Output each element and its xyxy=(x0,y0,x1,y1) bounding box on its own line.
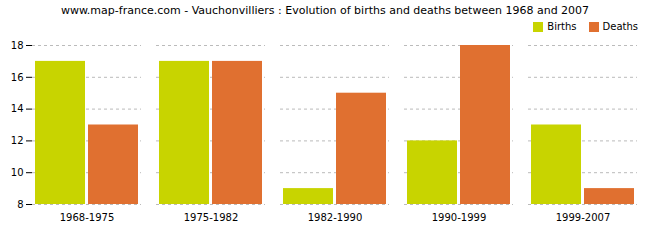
html-text:Deaths: Deaths xyxy=(602,21,638,32)
svg-text:1999-2007: 1999-2007 xyxy=(556,212,611,223)
svg-text:8: 8 xyxy=(17,199,23,210)
svg-text:1975-1982: 1975-1982 xyxy=(184,212,239,223)
svg-text:18: 18 xyxy=(11,40,24,51)
svg-text:14: 14 xyxy=(11,103,24,114)
svg-text:12: 12 xyxy=(11,135,24,146)
svg-text:1982-1990: 1982-1990 xyxy=(308,212,363,223)
svg-text:1990-1999: 1990-1999 xyxy=(432,212,487,223)
html-text:www.map-france.com - Vauchonvi: www.map-france.com - Vauchonvilliers : E… xyxy=(60,4,590,17)
svg-text:1968-1975: 1968-1975 xyxy=(60,212,115,223)
html-text:Births: Births xyxy=(547,21,577,32)
svg-text:16: 16 xyxy=(11,72,24,83)
svg-text:10: 10 xyxy=(11,167,24,178)
